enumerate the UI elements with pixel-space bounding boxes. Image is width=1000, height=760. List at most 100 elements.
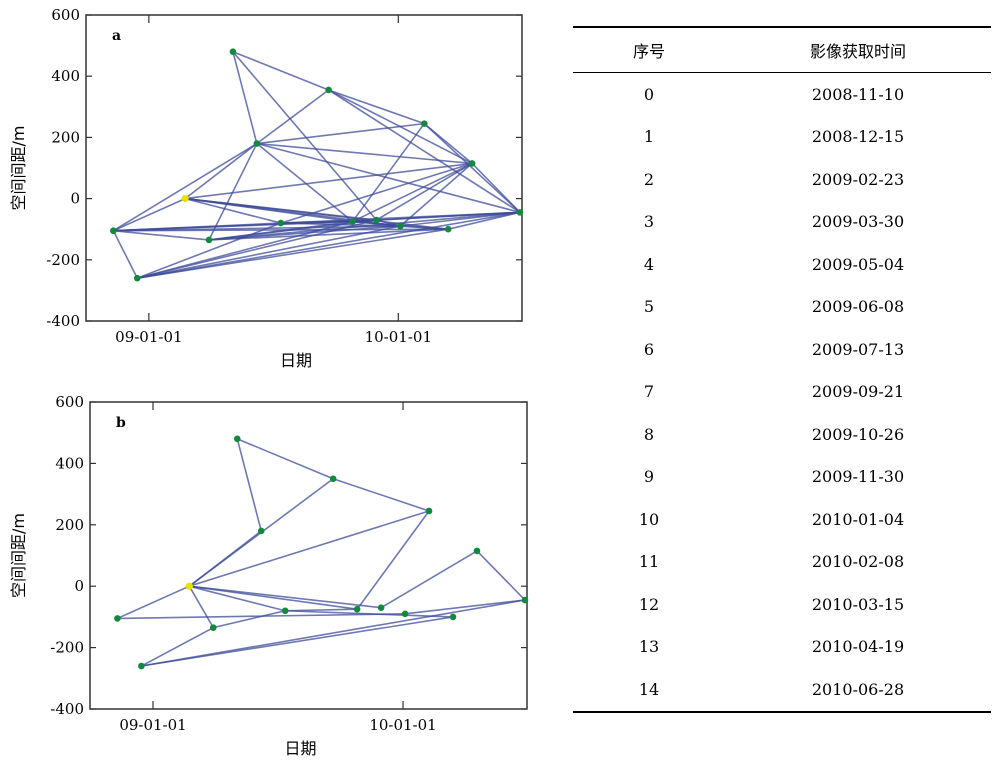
acquisition-table-container: 序号 影像获取时间 0 2008-11-10 1 2008-12-15 2 2009-02… <box>573 26 991 713</box>
interferogram-edge <box>113 197 186 232</box>
interferogram-edge <box>328 89 473 165</box>
interferogram-edge <box>376 211 520 221</box>
scene-point <box>449 613 457 621</box>
table-row: 3 2009-03-30 <box>573 201 991 244</box>
cell-date: 2009-11-30 <box>811 467 905 487</box>
scene-point <box>229 48 237 56</box>
interferogram-edge <box>400 225 449 230</box>
interferogram-edge <box>188 585 214 629</box>
interferogram-edge <box>140 626 214 667</box>
table-row: 2 2009-02-23 <box>573 158 991 201</box>
scene-point <box>110 227 117 235</box>
scene-point <box>349 218 356 225</box>
panel-label: b <box>116 415 126 431</box>
cell-date: 2009-03-30 <box>811 212 905 232</box>
cell-index: 13 <box>638 637 660 657</box>
scene-point <box>329 475 337 483</box>
cell-index: 0 <box>643 84 655 104</box>
scene-point <box>521 596 529 604</box>
interferogram-edge <box>232 51 258 144</box>
table-row: 4 2009-05-04 <box>573 243 991 286</box>
x-tick-label: 10-01-01 <box>365 328 432 346</box>
cell-index: 6 <box>643 339 655 359</box>
scene-point <box>133 274 141 282</box>
y-tick-label: 400 <box>51 67 80 85</box>
interferogram-edge <box>232 50 329 91</box>
interferogram-edge <box>189 585 286 612</box>
cell-index: 3 <box>643 212 655 232</box>
cell-date: 2010-06-28 <box>811 679 905 699</box>
interferogram-edge <box>256 142 354 223</box>
y-tick-label: 200 <box>51 128 80 146</box>
interferogram-edge <box>471 162 521 213</box>
chart-panel-a: 600 400 200 0 -200 -400 09-01-01 10-01-01 a 日期 空间间… <box>9 6 524 370</box>
y-tick-label: -200 <box>46 251 80 269</box>
interferogram-edge <box>113 229 210 241</box>
cell-date: 2009-10-26 <box>811 424 905 444</box>
interferogram-edge <box>328 89 521 214</box>
interferogram-edge <box>236 438 334 480</box>
x-axis-title: 日期 <box>284 739 316 758</box>
cell-index: 11 <box>638 552 660 572</box>
scene-point <box>353 605 361 613</box>
y-tick-label: 600 <box>51 6 80 24</box>
scene-point <box>253 140 261 147</box>
cell-index: 12 <box>638 594 660 614</box>
interferogram-edge <box>256 89 330 145</box>
cell-date: 2008-11-10 <box>811 84 905 104</box>
scene-point <box>468 160 476 167</box>
scene-point <box>516 209 524 216</box>
interferogram-edge <box>141 599 526 667</box>
scene-point <box>114 615 121 622</box>
scene-point <box>377 604 385 611</box>
cell-date: 2010-02-08 <box>811 552 905 572</box>
interferogram-edge <box>256 142 521 214</box>
table-row: 12 2010-03-15 <box>573 583 991 626</box>
interferogram-edge <box>280 222 401 227</box>
interferogram-edge <box>208 228 449 241</box>
table-row: 5 2009-06-08 <box>573 286 991 329</box>
y-tick-label: -200 <box>50 639 84 657</box>
interferogram-edge <box>213 609 286 629</box>
interferogram-edge <box>117 585 190 620</box>
scene-point <box>209 624 217 631</box>
interferogram-edge <box>376 219 401 227</box>
scene-point <box>138 662 145 670</box>
interferogram-edge <box>184 142 258 200</box>
interferogram-edge <box>404 599 526 615</box>
header-index: 序号 <box>632 42 665 61</box>
table-row: 10 2010-01-04 <box>573 498 991 541</box>
acquisition-table: 序号 影像获取时间 0 2008-11-10 1 2008-12-15 2 2009-02… <box>573 26 991 713</box>
interferogram-edge <box>184 197 449 230</box>
interferogram-edge <box>376 162 473 221</box>
y-tick-label: -400 <box>50 700 84 718</box>
table-row: 8 2009-10-26 <box>573 413 991 456</box>
interferogram-edge <box>189 585 382 609</box>
cell-index: 2 <box>643 169 655 189</box>
y-axis-title: 空间间距/m <box>9 513 28 598</box>
scene-point <box>233 435 241 443</box>
y-tick-label: 0 <box>74 577 84 595</box>
panel-label: a <box>112 28 121 44</box>
reference-scene-point <box>181 195 189 203</box>
cell-index: 9 <box>643 467 655 487</box>
y-tick-label: -400 <box>46 312 80 330</box>
cell-date: 2009-07-13 <box>811 339 905 359</box>
y-tick-label: 0 <box>70 190 80 208</box>
y-axis-title: 空间间距/m <box>9 126 28 211</box>
cell-date: 2010-03-15 <box>811 594 905 614</box>
scene-point <box>401 610 409 618</box>
x-tick-label: 09-01-01 <box>119 716 186 734</box>
scene-point <box>325 86 332 94</box>
interferogram-edge <box>112 230 138 279</box>
interferogram-edge <box>328 89 425 125</box>
x-tick-label: 10-01-01 <box>369 716 436 734</box>
chart-panel-b: 600 400 200 0 -200 -400 09-01-01 10-01-01 b 日期 空间间… <box>9 393 529 758</box>
interferogram-edge <box>351 123 425 223</box>
y-tick-label: 600 <box>55 393 84 411</box>
scene-point <box>444 225 452 233</box>
interferogram-edge <box>137 211 521 279</box>
interferogram-edge <box>208 211 521 241</box>
interferogram-edge <box>112 142 258 232</box>
cell-date: 2009-05-04 <box>811 254 905 274</box>
